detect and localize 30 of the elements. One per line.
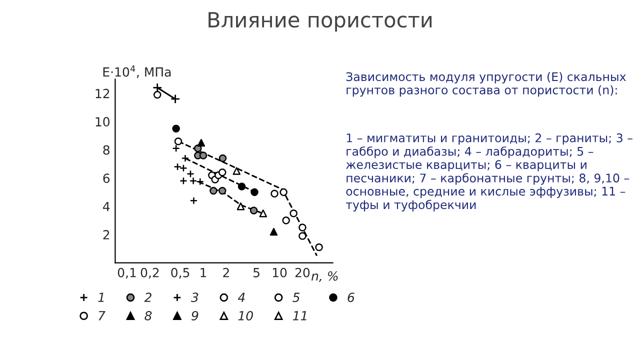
x-tick-label: 1 — [200, 268, 206, 278]
y-tick-label: 6 — [103, 174, 110, 183]
legend-label: 2 — [144, 292, 152, 302]
legend-label: 5 — [292, 292, 300, 302]
y-tick-label: 4 — [102, 202, 110, 212]
legend-label: 4 — [238, 292, 245, 302]
legend-label: 6 — [348, 292, 354, 302]
chart-title: Влияние пористости — [208, 12, 432, 32]
y-tick-label: 2 — [103, 230, 110, 240]
y-tick-label: 10 — [96, 117, 110, 126]
x-tick-label: 10 — [272, 268, 287, 278]
text: 1 – мигматиты и гранитоиды; 2 – граниты; 3 – габбро и диабазы; 4 – лабрадориты; 5 – железистые кварциты; 6 – кварциты и песчаники; 7 – карбонатные грунты; 8, 9,10 – основные, средние и кислые эффузивы; 11 – туфы и туфобрекчии — [346, 133, 632, 212]
legend-label: 7 — [98, 311, 106, 320]
legend-label: 8 — [144, 310, 152, 320]
y-axis-title: E·10$^{4}$, МПа — [103, 65, 171, 78]
x-axis-title: n, % — [311, 271, 338, 282]
legend-label: 10 — [238, 310, 253, 320]
x-tick-label: 0,2 — [140, 268, 159, 279]
text: Зависимость модуля упругости (E) скальных грунтов разного состава от пористости (n): — [346, 72, 626, 97]
x-tick-label: 5 — [254, 268, 260, 278]
legend-label: 11 — [292, 311, 306, 320]
x-tick-label: 2 — [223, 268, 229, 278]
x-tick-label: 0,1 — [118, 268, 136, 279]
legend-label: 3 — [190, 292, 198, 302]
x-tick-label: 0,5 — [171, 268, 190, 279]
x-tick-label: 20 — [295, 268, 310, 278]
y-tick-label: 12 — [96, 88, 110, 98]
y-tick-label: 8 — [103, 145, 110, 155]
legend-label: 1 — [98, 292, 104, 302]
legend-label: 9 — [192, 310, 198, 320]
